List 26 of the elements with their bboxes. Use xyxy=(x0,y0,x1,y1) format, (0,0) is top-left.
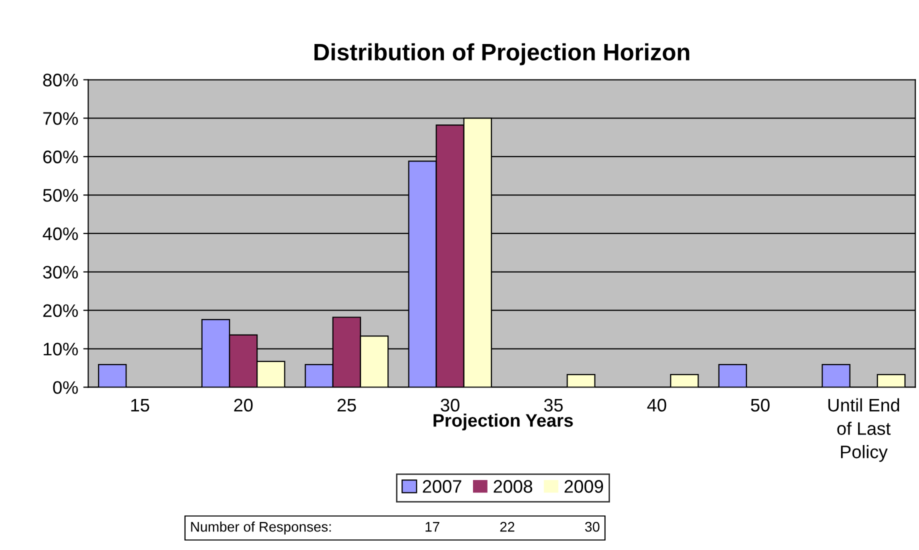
x-axis-title: Projection Years xyxy=(434,414,573,430)
y-tick-label: 70% xyxy=(43,112,78,125)
text: 17 xyxy=(426,522,440,532)
y-tick-label: 0% xyxy=(53,381,78,394)
y-tick-label: 80% xyxy=(43,74,78,86)
y-tick-label: 20% xyxy=(43,304,78,318)
text: 30 xyxy=(585,522,600,532)
chart-title: Distribution of Projection Horizon xyxy=(314,43,690,66)
y-tick-label: 40% xyxy=(42,227,78,240)
y-tick-label: 30% xyxy=(43,266,78,279)
legend-label: 2009 xyxy=(564,480,604,493)
y-tick-label: 10% xyxy=(44,342,78,356)
x-tick-label: 35 xyxy=(544,398,563,412)
text: 22 xyxy=(500,522,514,532)
text: Number of Responses: xyxy=(191,522,331,534)
x-tick-label: Until End of Last Policy xyxy=(828,398,900,462)
y-tick-label: 60% xyxy=(43,150,78,164)
x-tick-label: 20 xyxy=(234,398,253,412)
x-tick-label: 30 xyxy=(440,398,460,412)
x-tick-label: 25 xyxy=(338,398,356,412)
x-tick-label: 15 xyxy=(131,398,150,412)
legend-label: 2007 xyxy=(422,480,462,493)
x-tick-label: 50 xyxy=(750,398,770,412)
y-tick-label: 50% xyxy=(43,188,78,202)
legend-label: 2008 xyxy=(494,480,532,493)
x-tick-label: 40 xyxy=(647,398,666,412)
